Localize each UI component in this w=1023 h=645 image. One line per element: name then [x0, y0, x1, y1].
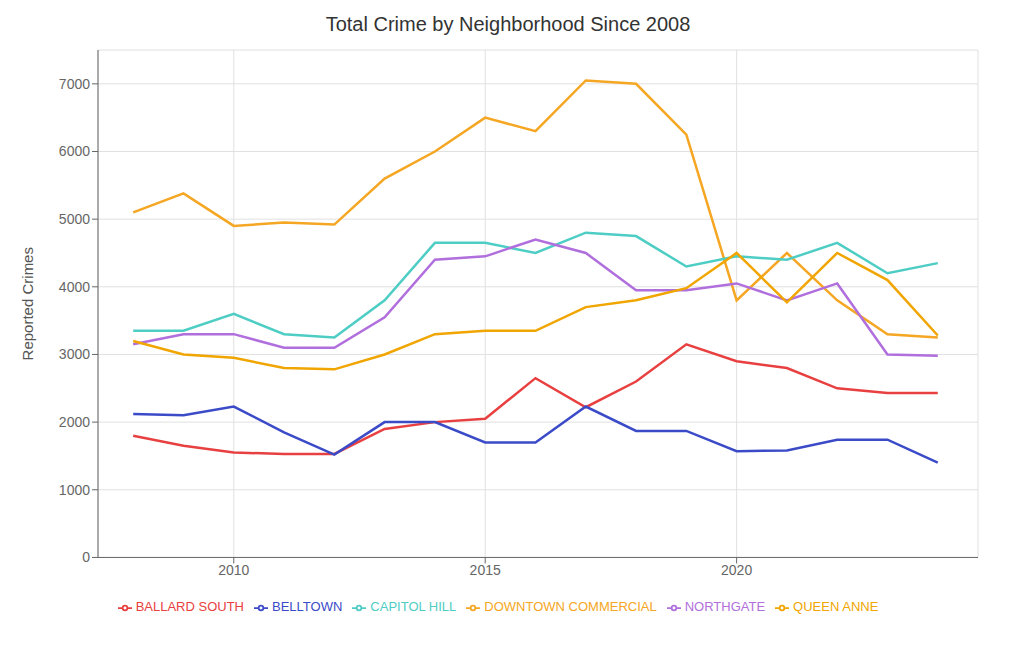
html-text:BALLARD SOUTH: BALLARD SOUTH: [135, 599, 244, 615]
svg-text:3000: 3000: [59, 346, 90, 362]
html-text:Total Crime by Neighborhood Si: Total Crime by Neighborhood Since 2008: [325, 13, 691, 35]
html-text:BELLTOWN: BELLTOWN: [272, 599, 343, 615]
svg-text:0: 0: [82, 549, 90, 565]
svg-text:4000: 4000: [59, 279, 90, 295]
svg-text:2015: 2015: [470, 562, 501, 578]
svg-text:6000: 6000: [59, 143, 90, 159]
svg-text:1000: 1000: [59, 482, 90, 498]
svg-text:7000: 7000: [59, 76, 90, 92]
html-text:NORTHGATE: NORTHGATE: [684, 599, 766, 615]
svg-text:Reported Crimes: Reported Crimes: [19, 247, 36, 360]
svg-text:2020: 2020: [721, 562, 752, 578]
svg-text:5000: 5000: [59, 211, 90, 227]
svg-text:2010: 2010: [218, 562, 249, 578]
svg-text:2000: 2000: [59, 414, 90, 430]
html-text:CAPITOL HILL: CAPITOL HILL: [370, 599, 457, 615]
html-text:DOWNTOWN COMMERCIAL: DOWNTOWN COMMERCIAL: [484, 599, 657, 615]
html-text:QUEEN ANNE: QUEEN ANNE: [793, 599, 879, 615]
